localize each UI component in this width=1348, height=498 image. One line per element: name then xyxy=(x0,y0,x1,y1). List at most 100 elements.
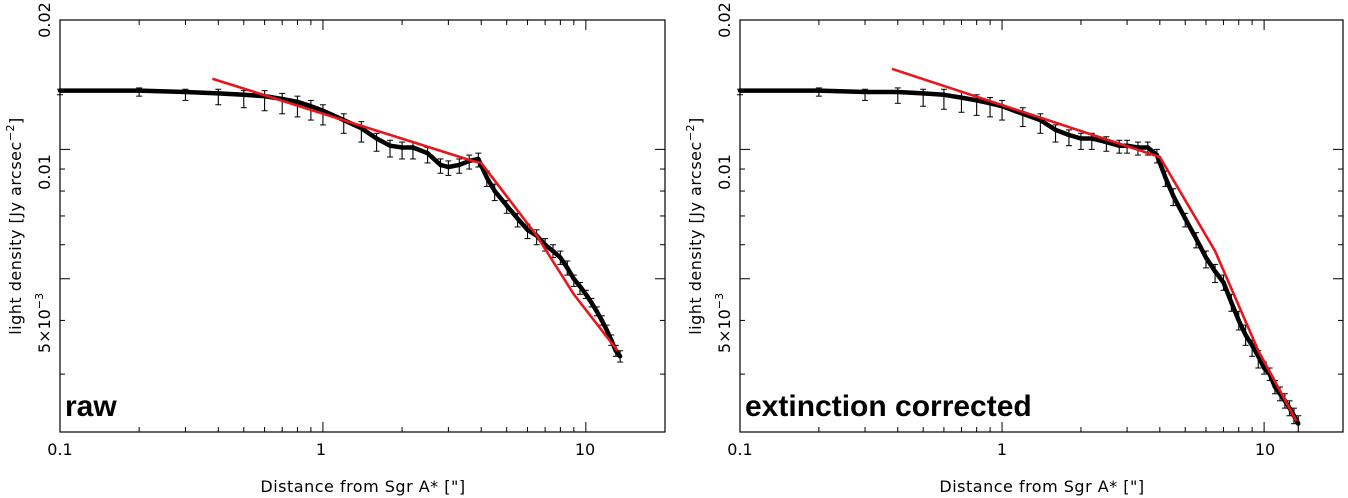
data-point xyxy=(1261,365,1267,371)
data-point xyxy=(387,143,393,148)
y-axis-label: light density [Jy arcsec−2] xyxy=(4,117,25,335)
data-point xyxy=(1296,421,1301,426)
data-point xyxy=(410,145,416,150)
data-point xyxy=(589,300,594,305)
data-point xyxy=(1183,216,1188,221)
y-tick-label: 5×10−3 xyxy=(713,293,734,353)
data-point xyxy=(959,95,964,100)
x-tick-label: 1 xyxy=(997,440,1007,459)
data-point xyxy=(604,327,609,333)
data-point xyxy=(599,318,605,323)
data-point xyxy=(241,92,246,97)
plot-frame xyxy=(59,19,666,433)
data-point xyxy=(1203,255,1209,260)
data-point xyxy=(457,162,462,168)
data-point xyxy=(816,88,822,93)
y-axis-label-text: light density [Jy arcsec xyxy=(686,141,705,335)
data-point xyxy=(1066,132,1072,138)
x-tick-label: 1 xyxy=(316,440,326,459)
y-axis-label-exponent: −2 xyxy=(4,124,17,141)
y-axis-label: light density [Jy arcsec−2] xyxy=(684,117,705,335)
data-point xyxy=(1193,236,1199,241)
x-tick-label: 10 xyxy=(575,440,595,459)
data-point xyxy=(974,98,979,103)
data-point xyxy=(216,91,221,96)
data-point xyxy=(476,156,481,162)
fit-layer xyxy=(212,77,619,352)
data-point xyxy=(571,276,577,281)
data-point xyxy=(525,227,530,232)
panel-extinction-corrected: 0.1 1 10 0.02 0.01 5×10−3 Distance from … xyxy=(684,2,1344,496)
data-point xyxy=(183,89,188,95)
data-point xyxy=(583,292,589,297)
data-point xyxy=(1212,269,1218,274)
profile-line xyxy=(740,88,1301,425)
y-tick-label: 0.02 xyxy=(35,2,54,38)
data-point xyxy=(57,88,63,93)
data-point xyxy=(558,255,563,260)
data-point xyxy=(1089,136,1094,141)
data-point xyxy=(504,203,509,208)
data-point xyxy=(374,136,379,141)
data-point xyxy=(399,145,405,150)
panel-label: extinction corrected xyxy=(745,390,1032,423)
data-layer xyxy=(57,87,624,363)
y-tick-label: 0.01 xyxy=(715,154,734,190)
data-point xyxy=(737,88,743,93)
y-tick-label: 5×10−3 xyxy=(33,293,54,353)
data-point xyxy=(1221,280,1226,285)
x-axis-label: Distance from Sgr A* ["] xyxy=(939,477,1144,496)
y-tick-exponent: −3 xyxy=(713,293,726,309)
y-axis-label-close: ] xyxy=(6,117,25,124)
y-axis-label-text: light density [Jy arcsec xyxy=(6,141,25,335)
data-point xyxy=(295,99,300,105)
data-point xyxy=(425,150,430,156)
data-point xyxy=(136,88,142,93)
data-point xyxy=(438,162,443,168)
panel-label: raw xyxy=(65,390,117,423)
data-point xyxy=(577,284,583,289)
x-tick-label: 10 xyxy=(1255,440,1275,459)
data-point xyxy=(1243,332,1248,338)
fit-layer xyxy=(891,67,1298,422)
data-point xyxy=(446,164,451,170)
fit-line xyxy=(212,77,619,352)
data-point xyxy=(1053,127,1058,133)
y-tick-label: 0.01 xyxy=(35,154,54,190)
plot-frame xyxy=(739,19,1344,433)
data-point xyxy=(617,354,623,359)
data-point xyxy=(320,108,326,113)
data-point xyxy=(1229,300,1234,305)
y-axis-label-close: ] xyxy=(686,117,705,124)
data-point xyxy=(565,265,570,271)
data-point xyxy=(550,248,556,254)
y-tick-exponent: −3 xyxy=(33,293,46,309)
y-tick-mantissa: 5×10 xyxy=(715,309,734,353)
data-point xyxy=(1171,193,1176,198)
profile-line xyxy=(60,88,622,358)
y-axis-label-exponent: −2 xyxy=(684,124,697,141)
data-point xyxy=(895,89,900,95)
data-point xyxy=(862,89,868,95)
data-point xyxy=(1078,136,1084,141)
x-tick-label: 0.1 xyxy=(47,440,72,459)
data-point xyxy=(594,309,599,314)
data-point xyxy=(920,91,926,96)
data-layer xyxy=(737,87,1302,433)
fit-line xyxy=(891,67,1298,422)
data-point xyxy=(1145,145,1151,150)
x-axis-label: Distance from Sgr A* ["] xyxy=(260,477,465,496)
data-point xyxy=(1249,343,1255,348)
data-point xyxy=(1163,175,1168,180)
y-tick-mantissa: 5×10 xyxy=(35,309,54,353)
data-point xyxy=(941,92,947,97)
data-point xyxy=(1236,318,1241,323)
y-tick-label: 0.02 xyxy=(715,2,734,38)
panel-raw: 0.1 1 10 0.02 0.01 5×10−3 Distance from … xyxy=(4,2,666,496)
tick-layer xyxy=(739,19,1344,432)
data-point xyxy=(308,104,314,109)
x-tick-label: 0.1 xyxy=(727,440,752,459)
data-point xyxy=(484,175,489,180)
tick-layer xyxy=(59,19,666,432)
